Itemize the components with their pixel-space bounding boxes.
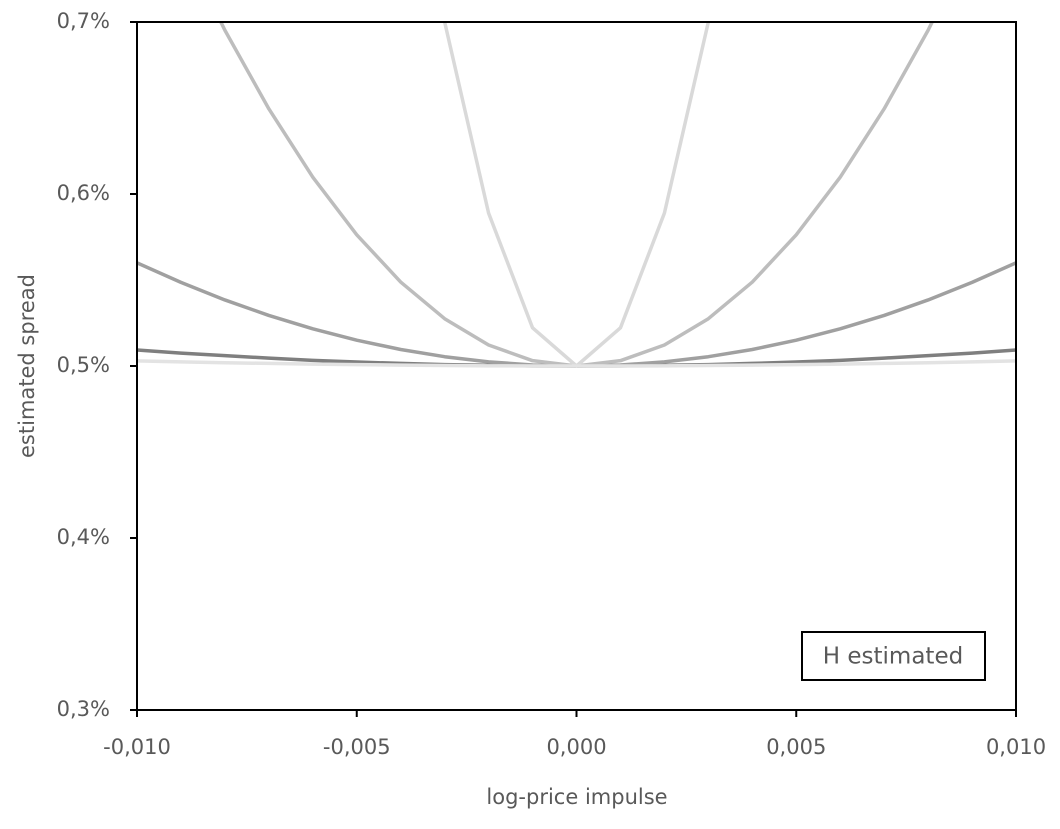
x-axis-title: log-price impulse xyxy=(486,785,667,809)
annotation-box xyxy=(801,631,986,681)
series-line xyxy=(137,359,1016,368)
x-tick-label: 0,000 xyxy=(546,735,606,759)
x-tick-label: -0,005 xyxy=(323,735,391,759)
plot-lines xyxy=(137,22,1016,368)
series-line xyxy=(442,22,711,368)
x-tick-label: -0,010 xyxy=(103,735,171,759)
y-tick-label: 0,7% xyxy=(57,9,110,33)
x-tick-label: 0,005 xyxy=(766,735,826,759)
y-tick-label: 0,3% xyxy=(57,697,110,721)
y-tick-label: 0,6% xyxy=(57,181,110,205)
series-line xyxy=(218,22,935,368)
x-tick-label: 0,010 xyxy=(986,735,1046,759)
y-tick-label: 0,5% xyxy=(57,353,110,377)
y-axis-title: estimated spread xyxy=(15,274,39,458)
series-line xyxy=(137,261,1016,368)
annotation: H estimated xyxy=(823,644,963,670)
y-tick-label: 0,4% xyxy=(57,525,110,549)
